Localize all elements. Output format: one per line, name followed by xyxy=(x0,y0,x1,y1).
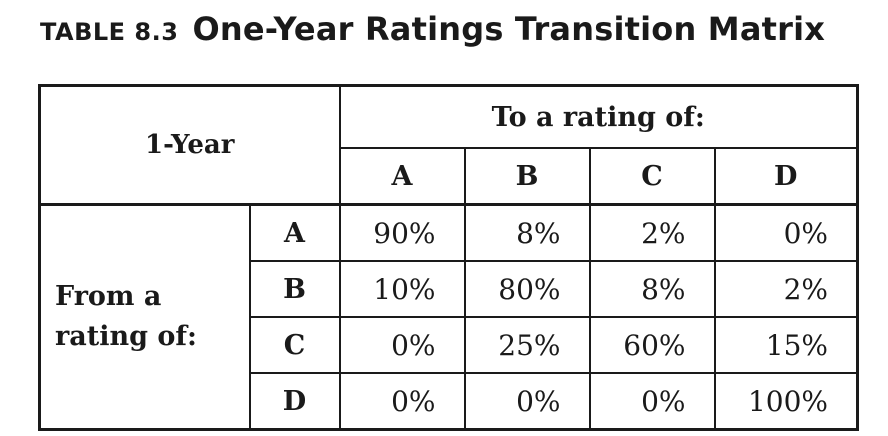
cell-b-a: 10% xyxy=(338,260,466,318)
table-title: One-Year Ratings Transition Matrix xyxy=(192,10,826,48)
corner-header: 1-Year xyxy=(38,84,341,206)
to-rating-header: To a rating of: xyxy=(338,84,859,149)
transition-matrix-table: 1-Year To a rating of: A B C D From a rat… xyxy=(38,84,859,431)
table-number: TABLE 8.3 xyxy=(40,18,179,46)
column-header-b: B xyxy=(463,147,591,206)
from-header-line1: From a xyxy=(55,281,162,312)
cell-b-c: 8% xyxy=(588,260,716,318)
table-row: D 0% 0% 0% 100% xyxy=(40,372,859,431)
cell-a-c: 2% xyxy=(588,203,716,262)
cell-d-a: 0% xyxy=(338,372,466,431)
column-header-a: A xyxy=(338,147,466,206)
table-caption: TABLE 8.3 One-Year Ratings Transition Ma… xyxy=(40,10,825,64)
row-header-a: A xyxy=(248,203,341,262)
cell-c-a: 0% xyxy=(338,316,466,374)
cell-b-d: 2% xyxy=(713,260,859,318)
cell-c-b: 25% xyxy=(463,316,591,374)
cell-c-c: 60% xyxy=(588,316,716,374)
cell-a-b: 8% xyxy=(463,203,591,262)
column-header-c: C xyxy=(588,147,716,206)
row-header-b: B xyxy=(248,260,341,318)
cell-d-c: 0% xyxy=(588,372,716,431)
cell-d-d: 100% xyxy=(713,372,859,431)
cell-d-b: 0% xyxy=(463,372,591,431)
table-row: C 0% 25% 60% 15% xyxy=(40,316,859,374)
table-row: B 10% 80% 8% 2% xyxy=(40,260,859,318)
cell-a-a: 90% xyxy=(338,203,466,262)
table-row: From a rating of: A 90% 8% 2% 0% xyxy=(38,203,859,431)
cell-b-b: 80% xyxy=(463,260,591,318)
column-header-d: D xyxy=(713,147,859,206)
row-header-c: C xyxy=(248,316,341,374)
from-rating-header: From a rating of: xyxy=(38,203,251,431)
from-header-line2: rating of: xyxy=(55,321,197,352)
row-header-d: D xyxy=(248,372,341,431)
cell-a-d: 0% xyxy=(713,203,859,262)
cell-c-d: 15% xyxy=(713,316,859,374)
